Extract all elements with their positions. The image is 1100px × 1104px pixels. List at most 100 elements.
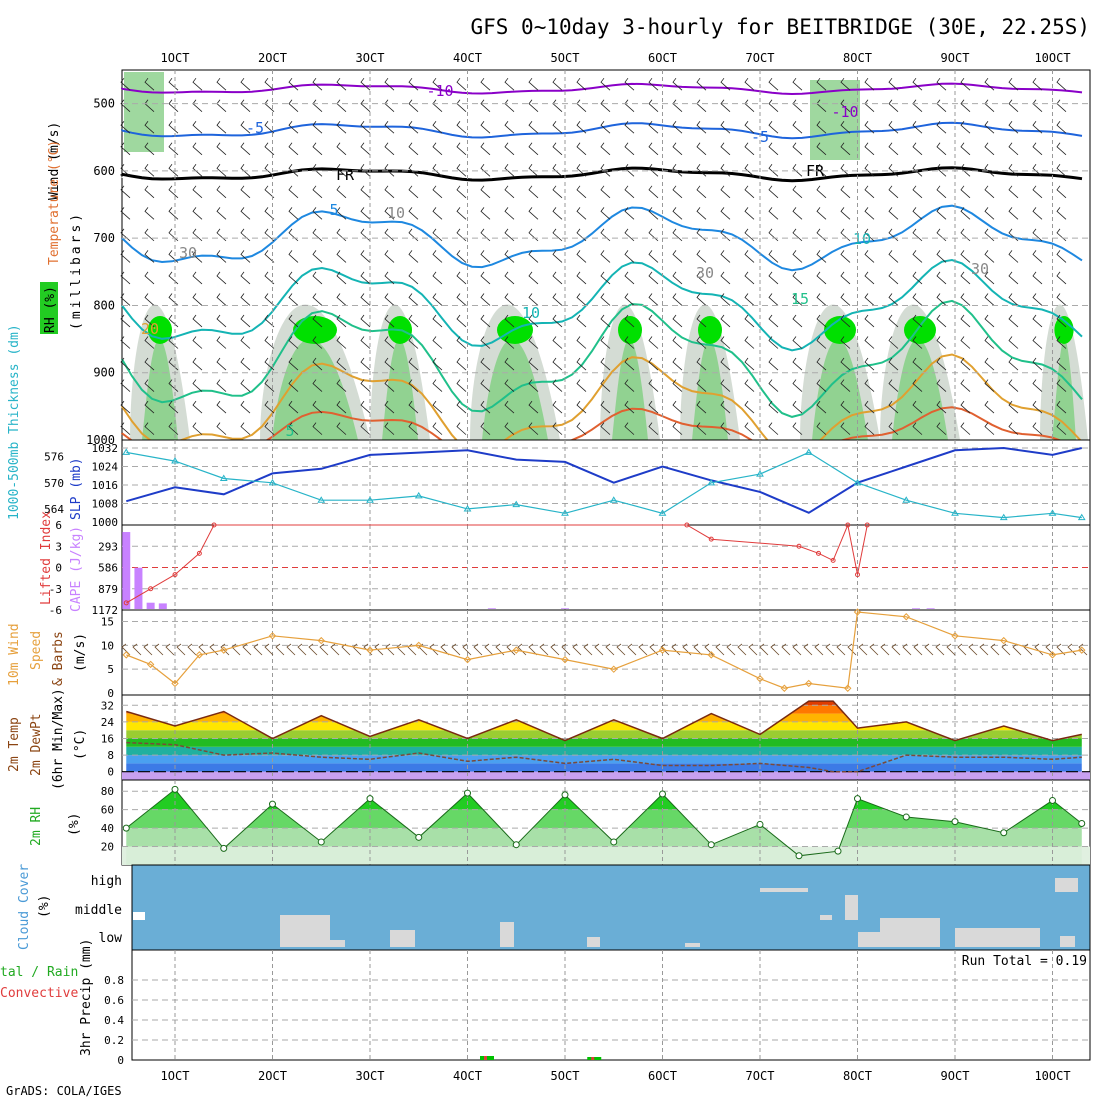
wind-barb (984, 400, 995, 414)
wind-barb (720, 293, 731, 306)
wind-barb (288, 142, 299, 156)
cloud-block (500, 922, 514, 947)
wind-barbs (120, 77, 1067, 435)
wind-barb (960, 314, 971, 328)
wind-barb (840, 164, 851, 177)
wind-barb (960, 379, 971, 392)
wind-barb (408, 250, 419, 263)
wind-barb (456, 379, 467, 392)
wind-barb (432, 293, 443, 306)
contour-10 (121, 258, 1083, 352)
wind-barb (384, 271, 395, 285)
rh2m-point (464, 789, 471, 797)
wind-barb (648, 293, 659, 306)
wind-barb (312, 185, 323, 199)
wind-barb (984, 185, 995, 199)
wind-barb (600, 271, 611, 285)
wind-barb (744, 293, 755, 306)
wind-barb (600, 314, 611, 328)
wind-barb (336, 250, 347, 263)
rh2m-tick: 80 (101, 785, 114, 798)
wind-barb (336, 422, 347, 435)
rh2m-point (951, 818, 959, 826)
wind10-barb (715, 643, 725, 656)
wind-barb (720, 207, 731, 220)
wind-barb (840, 99, 851, 113)
wind-barb (504, 293, 515, 306)
wind-barb (312, 207, 323, 220)
wind-barb (624, 314, 635, 328)
wind-barb (696, 422, 707, 435)
contour-label: 30 (971, 260, 989, 278)
wind-barb (192, 336, 203, 349)
wind10-barb (319, 643, 329, 656)
wind-barb (504, 228, 515, 242)
wind-barb (1056, 336, 1067, 349)
wind10-barb (539, 643, 549, 656)
wind-barb (528, 185, 539, 199)
wind-barb (168, 120, 179, 134)
contour-label: -5 (246, 119, 264, 137)
wind-barb (480, 142, 491, 156)
wind-barb (456, 77, 467, 91)
wind-barb (672, 250, 683, 263)
wind-barb (336, 400, 347, 414)
wind-barb (1032, 271, 1043, 285)
wind-barb (360, 99, 371, 113)
wind10-barb (176, 643, 186, 656)
wind-barb (216, 77, 227, 91)
contour-label: 30 (696, 264, 714, 282)
wind-barb (384, 142, 395, 156)
wind10-barb (803, 643, 813, 656)
cape-tick: 1172 (92, 604, 119, 617)
wind10-barb (187, 643, 197, 656)
wind-barb (696, 142, 707, 156)
thickness-point (1048, 509, 1057, 516)
wind-barb (312, 357, 323, 371)
wind-barb (984, 207, 995, 220)
wind-barb (528, 422, 539, 435)
contour-20 (121, 353, 1083, 459)
rh2m-point (610, 838, 618, 846)
cloud-level-label: middle (75, 903, 122, 918)
wind-barb (600, 422, 611, 435)
wind-barb (144, 357, 155, 371)
wind10-barb (495, 643, 505, 656)
rh2m-point (415, 833, 423, 841)
wind-barb (768, 400, 779, 414)
wind-barb (744, 250, 755, 263)
wind-barb (744, 422, 755, 435)
wind-barb (864, 271, 875, 285)
wind-barb (600, 142, 611, 156)
contour-label: 5 (329, 201, 338, 219)
wind10-barb (990, 643, 1000, 656)
wind-barb (840, 422, 851, 435)
li-tick: -6 (49, 604, 62, 617)
wind-barb (240, 314, 251, 328)
x-tick-label: 3OCT (356, 1069, 385, 1083)
wind-barb (720, 99, 731, 113)
pressure-tick: 800 (93, 298, 115, 312)
wind-barb (600, 400, 611, 414)
cloud-block (685, 943, 700, 947)
wind10-barb (858, 643, 868, 656)
temp2m-tick: 24 (101, 716, 115, 729)
wind-barb (672, 314, 683, 328)
wind-barb (936, 400, 947, 414)
wind-barb (312, 228, 323, 242)
wind-barb (984, 142, 995, 156)
wind-barb (936, 142, 947, 156)
wind10-barb (693, 643, 703, 656)
wind-barb (240, 379, 251, 392)
wind-barb (264, 228, 275, 242)
ylabel-temp2m-3: (6hr Min/Max) (51, 688, 66, 790)
wind10-barb (572, 643, 582, 656)
wind-barb (288, 99, 299, 113)
wind-barb (264, 250, 275, 263)
wind-barb (288, 207, 299, 220)
temp2m-series (126, 700, 1082, 773)
wind-barb (312, 164, 323, 177)
wind-barb (408, 357, 419, 371)
wind-barb (696, 271, 707, 285)
wind10-barb (660, 643, 670, 656)
